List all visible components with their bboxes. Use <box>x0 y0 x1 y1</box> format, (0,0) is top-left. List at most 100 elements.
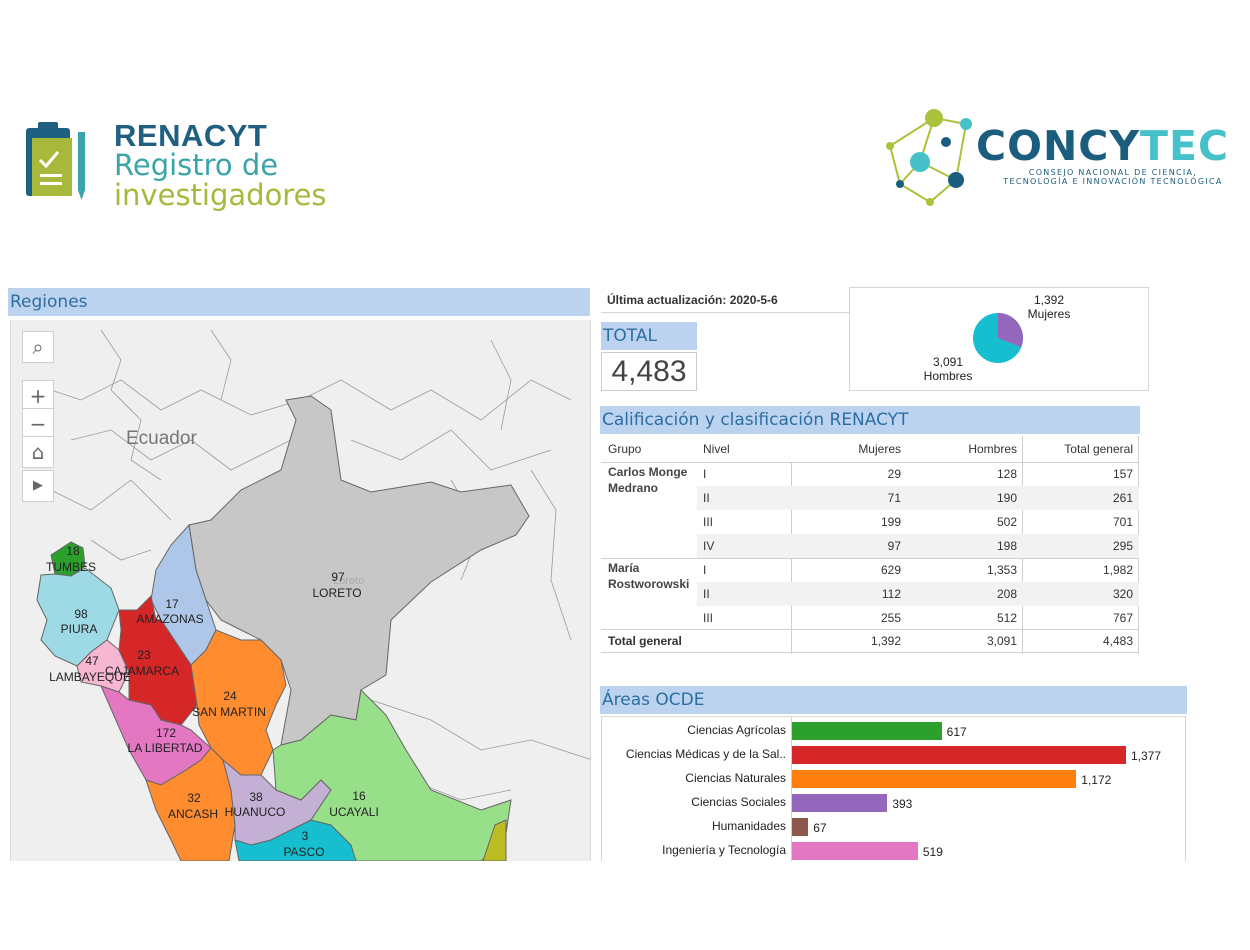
last-update-text: Última actualización: 2020-5-6 <box>601 289 849 313</box>
plus-icon: + <box>29 384 47 408</box>
ocde-bar-label: Ciencias Sociales <box>691 795 786 809</box>
cell-hombres: 128 <box>996 467 1017 481</box>
ocde-bar-row: Humanidades 67 <box>602 816 1185 836</box>
hombres-value: 3,091 <box>932 355 964 369</box>
label-loreto: LORETO <box>312 586 361 600</box>
regions-map[interactable]: Ecuador Loreto 18 TUMBES 98 PIURA 47 LAM… <box>10 320 591 861</box>
th-hombres[interactable]: Hombres <box>968 442 1017 456</box>
total-label: TOTAL <box>601 322 697 350</box>
ocde-bar[interactable] <box>792 722 942 740</box>
map-canvas[interactable]: Ecuador Loreto 18 TUMBES 98 PIURA 47 LAM… <box>11 320 591 861</box>
group-carlos-monge-l1: Carlos Monge <box>608 465 688 479</box>
ocde-bar-row: Ciencias Médicas y de la Sal.. 1,377 <box>602 744 1185 764</box>
ocde-bar-row: Ciencias Sociales 393 <box>602 792 1185 812</box>
label-pasco: PASCO <box>283 845 324 859</box>
value-lalibertad: 172 <box>156 726 176 740</box>
label-piura: PIURA <box>61 622 98 636</box>
value-ucayali: 16 <box>352 789 366 803</box>
cell-total: 4,483 <box>1102 634 1133 648</box>
play-button[interactable]: ▶ <box>22 470 54 502</box>
mujeres-label: Mujeres <box>1027 307 1071 321</box>
pie-slice-mujeres[interactable] <box>998 313 1023 348</box>
group-maria-rostworowski-l1: María <box>608 561 640 575</box>
cell-total: 261 <box>1112 491 1133 505</box>
label-sanmartin: SAN MARTIN <box>192 705 266 719</box>
ocde-bar[interactable] <box>792 818 809 836</box>
cell-hombres: 512 <box>996 611 1017 625</box>
th-nivel: Nivel <box>703 442 730 456</box>
country-label-ecuador: Ecuador <box>126 428 197 449</box>
cell-mujeres: 255 <box>880 611 901 625</box>
ocde-bar-value: 617 <box>946 725 967 739</box>
concytec-logo: CONCYTEC CONSEJO NACIONAL DE CIENCIA, TE… <box>880 104 1245 208</box>
value-sanmartin: 24 <box>223 689 237 703</box>
table-row: I 629 1,353 1,982 <box>601 558 1139 582</box>
renacyt-title: RENACYT <box>114 118 268 153</box>
cell-total: 767 <box>1112 611 1133 625</box>
cell-hombres: 1,353 <box>986 563 1017 577</box>
table-row: II 71 190 261 <box>601 486 1139 510</box>
group-maria-rostworowski-l2: Rostworowski <box>608 577 690 591</box>
region-madredios <box>482 819 507 861</box>
row-shade <box>697 582 1139 606</box>
concytec-word-dark: CONCY <box>976 122 1141 170</box>
ocde-bar-value: 1,377 <box>1131 749 1162 763</box>
ocde-bar[interactable] <box>792 770 1077 788</box>
ocde-bar[interactable] <box>792 794 888 812</box>
gender-pie[interactable] <box>850 288 1150 392</box>
label-tumbes: TUMBES <box>46 560 96 574</box>
cell-total: 320 <box>1112 587 1133 601</box>
ocde-bar-chart: Ciencias Agrícolas 617 Ciencias Médicas y … <box>601 716 1186 861</box>
cell-total: 157 <box>1112 467 1133 481</box>
total-value: 4,483 <box>601 352 697 391</box>
concytec-word-light: TEC <box>1140 122 1230 170</box>
cell-total: 1,982 <box>1102 563 1133 577</box>
label-amazonas: AMAZONAS <box>136 612 203 626</box>
th-total[interactable]: Total general <box>1064 442 1133 456</box>
cell-mujeres: 97 <box>887 539 901 553</box>
group-carlos-monge: Carlos Monge Medrano <box>608 464 687 496</box>
table-total-row: Total general 1,392 3,091 4,483 <box>601 629 1139 653</box>
minus-icon: − <box>29 412 47 436</box>
zoom-in-button[interactable]: + <box>22 380 54 412</box>
cell-mujeres: 629 <box>880 563 901 577</box>
row-shade <box>697 486 1139 510</box>
header-divider <box>601 462 1139 463</box>
cell-nivel: III <box>703 611 714 625</box>
faint-label-loreto: Loreto <box>333 575 364 587</box>
cell-nivel: III <box>703 515 714 529</box>
table-row: IV 97 198 295 <box>601 534 1139 558</box>
th-mujeres[interactable]: Mujeres <box>858 442 901 456</box>
mujeres-value: 1,392 <box>1033 293 1065 307</box>
border-lines <box>50 329 590 801</box>
region-cajamarca[interactable] <box>118 594 198 726</box>
ocde-bar[interactable] <box>792 842 918 860</box>
ocde-bar-label: Ciencias Naturales <box>685 771 786 785</box>
cell-mujeres: 71 <box>887 491 901 505</box>
ocde-bar-value: 67 <box>813 821 827 835</box>
concytec-tagline: CONSEJO NACIONAL DE CIENCIA, TECNOLOGÍA … <box>984 168 1242 186</box>
value-tumbes: 18 <box>66 544 80 558</box>
renacyt-subtitle-line2: investigadores <box>114 178 327 212</box>
cell-nivel: I <box>703 467 707 481</box>
cell-mujeres: 112 <box>881 587 901 601</box>
ocde-bar-row: Ciencias Naturales 1,172 <box>602 768 1185 788</box>
label-huanuco: HUANUCO <box>225 805 286 819</box>
cell-hombres: 208 <box>996 587 1017 601</box>
value-amazonas: 17 <box>165 597 179 611</box>
cell-total-label: Total general <box>608 634 682 648</box>
table-row: III 255 512 767 <box>601 606 1139 630</box>
map-search-button[interactable]: ⌕ <box>22 331 54 363</box>
value-cajamarca: 23 <box>137 648 151 662</box>
home-button[interactable]: ⌂ <box>22 436 54 468</box>
cell-hombres: 502 <box>996 515 1017 529</box>
ocde-bar[interactable] <box>792 746 1126 764</box>
group-carlos-monge-l2: Medrano <box>608 481 659 495</box>
label-ucayali: UCAYALI <box>329 805 379 819</box>
cell-hombres: 198 <box>996 539 1017 553</box>
renacyt-logo: RENACYT Registro de investigadores <box>24 118 354 218</box>
regions-title: Regiones <box>8 288 590 316</box>
pie-label-mujeres: 1,392 Mujeres <box>1024 293 1074 321</box>
regions-layer <box>36 395 530 861</box>
renacyt-subtitle-line1: Registro de <box>114 148 279 182</box>
